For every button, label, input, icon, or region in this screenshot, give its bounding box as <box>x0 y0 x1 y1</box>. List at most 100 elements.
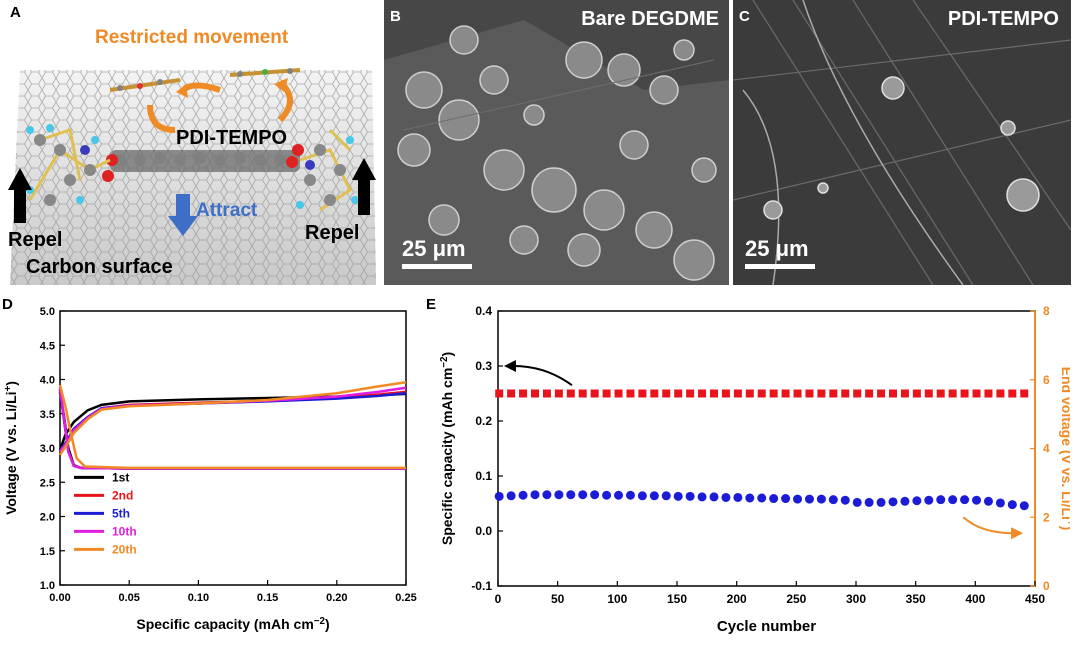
chart-e-cycling: 0 50 100 150 200 250 300 350 400 450 -0.1 0.0 0.1 0.2… <box>439 304 1071 635</box>
chart-e-capacity-point <box>793 389 802 398</box>
panel-c-sem-image: C PDI-TEMPO 25 μm <box>733 0 1071 285</box>
chart-e-voltage-point <box>745 493 755 503</box>
chart-e-voltage-point <box>494 491 504 501</box>
chart-e-capacity-point <box>877 389 886 398</box>
chart-e-xtick-label: 250 <box>786 592 806 606</box>
chart-e-capacity-point <box>721 389 730 398</box>
panel-b-letter: B <box>390 8 401 25</box>
chart-e-capacity-point <box>865 389 874 398</box>
chart-e-capacity-point <box>530 389 539 398</box>
carbon-surface-label: Carbon surface <box>26 256 173 278</box>
chart-e-voltage-point <box>614 490 624 500</box>
chart-e-capacity-point <box>888 389 897 398</box>
chart-e-capacity-point <box>972 389 981 398</box>
chart-e-capacity-point <box>984 389 993 398</box>
chart-d-legend-label: 1st <box>112 470 129 484</box>
chart-e-voltage-point <box>816 494 826 504</box>
chart-e-voltage-point <box>721 492 731 502</box>
chart-e-voltage-point <box>983 496 993 506</box>
chart-e-capacity-point <box>936 389 945 398</box>
panel-d-letter: D <box>2 296 13 313</box>
chart-d-ytick-label: 2.0 <box>40 512 55 524</box>
chart-e-voltage-point <box>900 496 910 506</box>
chart-e-capacity-point <box>853 389 862 398</box>
chart-e-capacity-point <box>662 389 671 398</box>
chart-e-ytick-label: 0.4 <box>475 304 492 318</box>
chart-e-ytick-label: 0.2 <box>475 414 492 428</box>
chart-e-capacity-point <box>781 389 790 398</box>
chart-d-xtick-label: 0.15 <box>257 592 278 604</box>
chart-e-capacity-point <box>817 389 826 398</box>
chart-e-voltage-point <box>757 493 767 503</box>
chart-e-capacity-point <box>495 389 504 398</box>
chart-e-voltage-point <box>542 490 552 500</box>
chart-e-voltage-point <box>888 497 898 507</box>
chart-e-capacity-point <box>698 389 707 398</box>
chart-e-voltage-point <box>804 494 814 504</box>
chart-e-left-arrowhead <box>503 360 516 372</box>
chart-d-legend-label: 5th <box>112 506 130 520</box>
chart-e-voltage-point <box>733 492 743 502</box>
panel-b-sem-image: B Bare DEGDME 25 μm <box>384 0 729 285</box>
chart-e-xlabel: Cycle number <box>717 618 816 635</box>
chart-e-voltage-point <box>661 491 671 501</box>
chart-e-xtick-label: 150 <box>667 592 687 606</box>
chart-e-capacity-point <box>602 389 611 398</box>
chart-e-xtick-label: 300 <box>846 592 866 606</box>
chart-d-xlabel: Specific capacity (mAh cm−2) <box>136 616 329 633</box>
attract-arrow <box>176 194 190 216</box>
chart-e-capacity-point <box>709 389 718 398</box>
chart-e-voltage-point <box>518 490 528 500</box>
chart-e-voltage-point <box>602 490 612 500</box>
chart-e-voltage-point <box>828 495 838 505</box>
chart-e-capacity-point <box>948 389 957 398</box>
chart-e-voltage-point <box>709 492 719 502</box>
chart-e-capacity-point <box>996 389 1005 398</box>
chart-e-voltage-point <box>769 494 779 504</box>
chart-e-capacity-point <box>912 389 921 398</box>
chart-e-capacity-point <box>686 389 695 398</box>
chart-e-voltage-point <box>578 490 588 500</box>
chart-e-voltage-point <box>912 496 922 506</box>
chart-d-ytick-label: 3.0 <box>40 443 55 455</box>
chart-d-xtick-label: 0.25 <box>395 592 416 604</box>
chart-d-ytick-label: 4.0 <box>40 375 55 387</box>
panel-a-illustration <box>8 68 376 285</box>
chart-e-right-axis-arrow <box>962 516 1014 535</box>
chart-e-xtick-label: 450 <box>1025 592 1045 606</box>
chart-e-voltage-point <box>673 491 683 501</box>
panel-e-letter: E <box>426 296 437 313</box>
chart-d-ytick-label: 4.5 <box>40 340 55 352</box>
chart-d-legend-label: 2nd <box>112 488 133 502</box>
chart-e-y2label: End voltage (V vs. Li/Li+) <box>1059 367 1070 531</box>
chart-d-ytick-label: 3.5 <box>40 409 55 421</box>
chart-e-voltage-point <box>1019 501 1029 511</box>
chart-e-voltage-point <box>948 495 958 505</box>
attract-label: Attract <box>196 200 258 221</box>
chart-e-capacity-point <box>578 389 587 398</box>
repel-right-label: Repel <box>305 222 360 244</box>
chart-e-voltage-point <box>864 497 874 507</box>
chart-e-capacity-point <box>507 389 516 398</box>
chart-e-voltage-point <box>876 497 886 507</box>
panel-c-letter: C <box>739 8 750 25</box>
chart-e-capacity-point <box>650 389 659 398</box>
chart-e-voltage-point <box>625 490 635 500</box>
chart-e-voltage-point <box>972 495 982 505</box>
chart-e-voltage-point <box>781 494 791 504</box>
panel-a: A Restricted movement PDI-TEMPO Attract … <box>0 0 380 285</box>
chart-e-capacity-point <box>745 389 754 398</box>
chart-e-voltage-point <box>995 498 1005 508</box>
chart-e-ytick-label: -0.1 <box>471 579 492 593</box>
chart-e-capacity-point <box>1008 389 1017 398</box>
chart-e-voltage-point <box>924 495 934 505</box>
chart-e-capacity-point <box>554 389 563 398</box>
chart-e-voltage-point <box>554 490 564 500</box>
chart-d-voltage-profile: 0.00 0.05 0.10 0.15 0.20 0.25 1.0 1.5 2.0 2.5 3.0 3… <box>3 306 417 633</box>
chart-d-xtick-label: 0.20 <box>326 592 347 604</box>
chart-e-capacity-point <box>769 389 778 398</box>
restricted-arrow-bottom <box>147 104 176 133</box>
chart-e-capacity-point <box>900 389 909 398</box>
chart-e-voltage-point <box>840 495 850 505</box>
chart-e-voltage-point <box>936 495 946 505</box>
